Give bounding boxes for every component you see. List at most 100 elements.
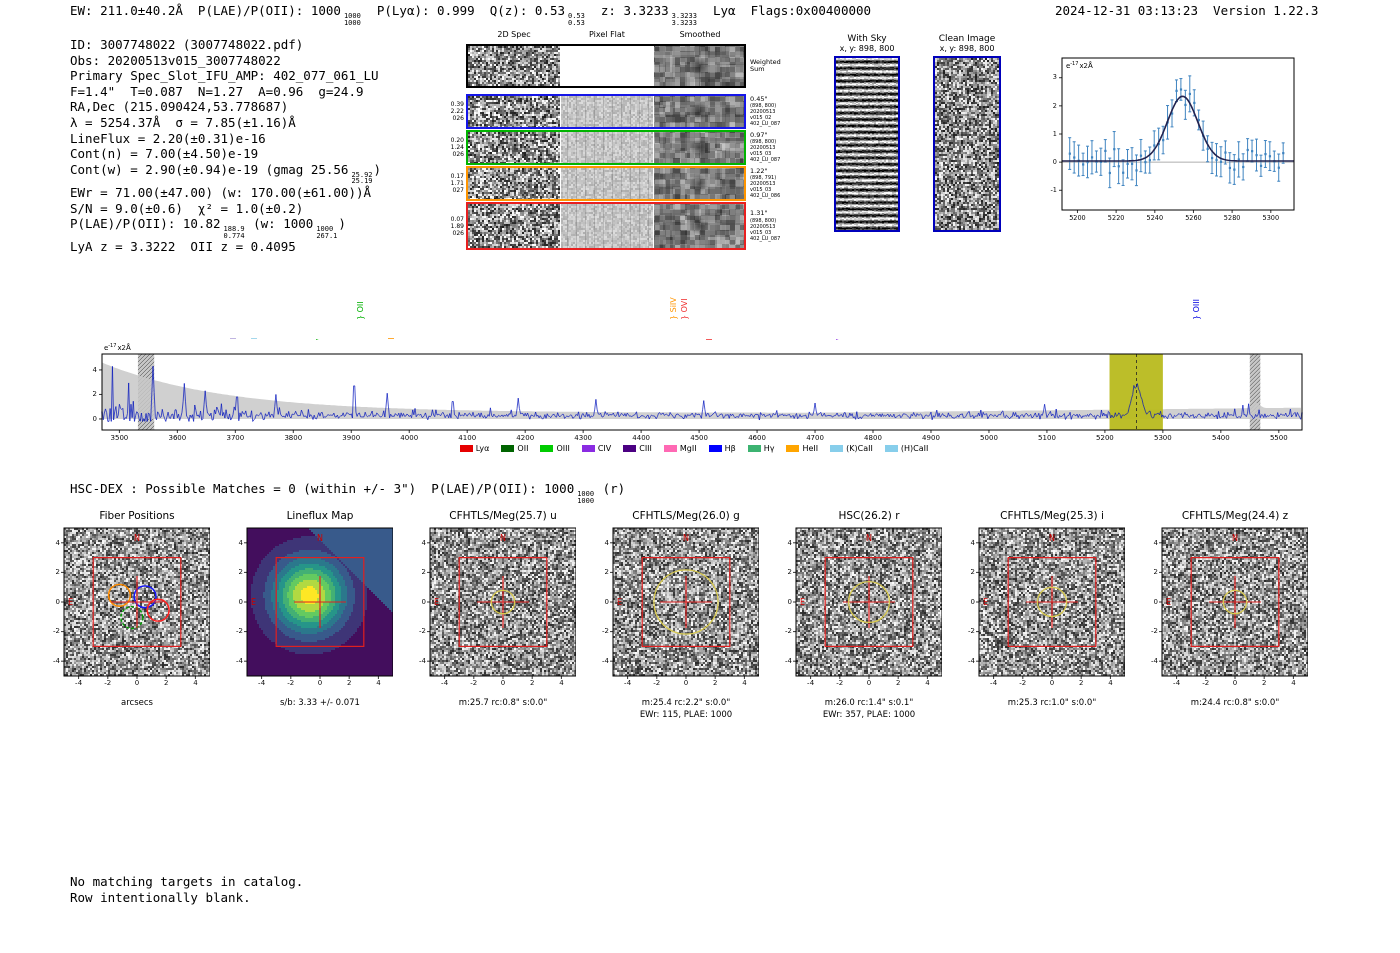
legend-item: CIII [623, 444, 652, 453]
info-redshifts: LyA z = 3.3222 OII z = 0.4095 [70, 239, 296, 255]
info-wavelength-sigma: λ = 5254.37Å σ = 7.85(±1.16)Å [70, 114, 296, 130]
legend-label: OIII [556, 444, 570, 453]
spec2d-right-label: v015_02 [750, 115, 772, 122]
info-id: ID: 3007748022 (3007748022.pdf) [70, 37, 304, 52]
cutout-panel-3: CFHTLS/Meg(25.7) u m:25.7 rc:0.8" s:0.0" [406, 510, 576, 721]
legend-label: CIV [597, 444, 612, 453]
with-sky-title: With Sky [847, 34, 887, 44]
cutout-image [772, 526, 942, 694]
spec2d-smoothed-image [654, 132, 744, 163]
with-sky-xy: x, y: 898, 800 [839, 44, 895, 53]
header-flags: Lyα Flags:0x00400000 [697, 3, 872, 18]
clean-image-block: Clean Image x, y: 898, 800 [928, 34, 1006, 236]
spec2d-header-2dspec: 2D Spec [497, 30, 531, 39]
plae-fraction-1: 188.9 0.774 [223, 225, 245, 240]
plae-fraction-2: 1000 267.1 [316, 225, 338, 240]
spec2d-right-label: 20200513 [750, 109, 776, 116]
spec2d-right-label: (898, 791) [750, 175, 777, 182]
spec2d-row-strip [466, 202, 746, 250]
full-spectrum-plot [78, 340, 1310, 446]
spec2d-left-label: 026 [452, 151, 464, 158]
legend-swatch [459, 445, 473, 452]
legend-item: (H)CaII [884, 444, 928, 453]
z-fraction: 3.3233 3.3233 [671, 12, 697, 27]
cutout-title: Lineflux Map [286, 510, 354, 522]
info-obs: Obs: 20200513v015_3007748022 [70, 52, 281, 68]
spec2d-left-label: 027 [452, 187, 464, 194]
legend-item: Lyα [459, 444, 489, 453]
emission-line-label: } SiIV [669, 297, 679, 320]
spec2d-row-left-labels: 0.20 1.24 026 [445, 130, 464, 165]
cutout-panel-6: CFHTLS/Meg(25.3) i m:25.3 rc:1.0" s:0.0" [955, 510, 1125, 721]
legend-label: (K)CaII [846, 444, 873, 453]
legend-label: Hγ [763, 444, 775, 453]
spec2d-right-label: Sum [750, 65, 765, 73]
spec2d-right-label: v015_03 [750, 187, 772, 194]
footer-line-1: No matching targets in catalog. [70, 874, 304, 889]
spec2d-2dspec-image [468, 168, 560, 199]
spec2d-right-label: (898, 800) [750, 103, 777, 110]
cutout-row: Fiber Positions arcsecs Lineflux Map s/b: 3… [40, 510, 1308, 721]
cutout-panel-5: HSC(26.2) r m:26.0 rc:1.4" s:0.1" EWr: 357… [772, 510, 942, 721]
cutout-image [589, 526, 759, 694]
clean-image [933, 56, 1001, 232]
cutout-title: Fiber Positions [99, 510, 175, 522]
legend-label: HeII [802, 444, 819, 453]
legend-swatch [663, 445, 677, 452]
info-radec: RA,Dec (215.090424,53.778687) [70, 99, 289, 115]
hsc-dex-line: HSC-DEX : Possible Matches = 0 (within +… [70, 481, 626, 505]
spec2d-right-label: 402_LU_087 [750, 235, 781, 242]
spec2d-2dspec-image [468, 204, 560, 248]
info-lineflux: LineFlux = 2.20(±0.31)e-16 [70, 130, 266, 146]
info-cont-n: Cont(n) = 7.00(±4.50)e-19 [70, 146, 259, 162]
spec2d-2dspec-image [468, 96, 560, 127]
spec2d-right-label: 402_LU_087 [750, 121, 781, 128]
spec2d-right-label: Weighted [750, 57, 781, 66]
spec2d-row-right-labels: 1.22" (898, 791) 20200513 v015_03 402_LU_086 [750, 166, 800, 201]
spec2d-right-label: 20200513 [750, 181, 776, 188]
spec2d-right-label: 20200513 [750, 145, 776, 152]
cutout-title: CFHTLS/Meg(24.4) z [1181, 510, 1289, 522]
emission-line-label: } OII [356, 301, 366, 320]
info-sn-chi2: S/N = 9.0(±0.6) χ² = 1.0(±0.2) [70, 200, 304, 216]
header-ew-plae: EW: 211.0±40.2Å P(LAE)/P(OII): 1000 [70, 3, 341, 18]
spec2d-block: 2D Spec Pixel Flat Smoothed Weighted Sum 0… [445, 30, 800, 260]
spec2d-left-label: 026 [452, 115, 464, 122]
cutout-caption-2: EWr: 357, PLAE: 1000 [822, 709, 916, 720]
legend-item: OII [501, 444, 528, 453]
spec2d-2dspec-image [468, 132, 560, 163]
spectrum-legend: Lyα OII OIII CIV CIII MgII Hβ Hγ HeII (K)CaII (H)C… [78, 444, 1310, 453]
header-plya-qz: P(Lyα): 0.999 Q(z): 0.53 [361, 3, 565, 18]
clean-image-xy: x, y: 898, 800 [939, 44, 995, 53]
legend-swatch [708, 445, 722, 452]
spec2d-right-label: v015_03 [750, 229, 772, 236]
cutout-caption: m:25.7 rc:0.8" s:0.0" [458, 698, 548, 708]
gmag-fraction: 25.92 25.19 [351, 170, 373, 186]
spec2d-right-label: 402_LU_086 [750, 193, 781, 200]
legend-item: MgII [663, 444, 697, 453]
spec2d-rows: Weighted Sum 0.39 2.22 026 0.45" (898, 800) 202… [445, 30, 800, 260]
cutout-title: CFHTLS/Meg(25.3) i [1000, 510, 1104, 522]
legend-label: Hβ [724, 444, 736, 453]
spec2d-row-right-labels: 1.31" (898, 800) 20200513 v015_03 402_LU_087 [750, 202, 800, 250]
header-datetime-version: 2024-12-31 03:13:23 Version 1.22.3 [1055, 3, 1319, 18]
cutout-caption: m:26.0 rc:1.4" s:0.1" [824, 698, 914, 708]
legend-item: CIV [581, 444, 612, 453]
clean-image-title: Clean Image [938, 34, 996, 44]
legend-label: OII [517, 444, 529, 453]
legend-swatch [830, 445, 844, 452]
cutout-panel-1: Fiber Positions arcsecs [40, 510, 210, 721]
spec2d-row-right-labels: 0.45" (898, 800) 20200513 v015_02 402_LU_087 [750, 94, 800, 129]
cutout-panel-4: CFHTLS/Meg(26.0) g m:25.4 rc:2.2" s:0.0" E… [589, 510, 759, 721]
legend-swatch [623, 445, 637, 452]
cutout-caption: m:25.4 rc:2.2" s:0.0" [641, 698, 731, 708]
spec2d-pixelflat-image [561, 204, 653, 248]
spec2d-smoothed-image [654, 46, 744, 86]
info-ewr: EWr = 71.00(±47.00) (w: 170.00(±61.00))Å [70, 184, 372, 200]
with-sky-image [834, 56, 900, 232]
spec2d-left-label: 0.20 [450, 137, 464, 144]
spec2d-left-label: 0.17 [450, 173, 464, 180]
spec2d-pixelflat-image [561, 132, 653, 163]
spec2d-row-left-labels: 0.17 1.71 027 [445, 166, 464, 201]
